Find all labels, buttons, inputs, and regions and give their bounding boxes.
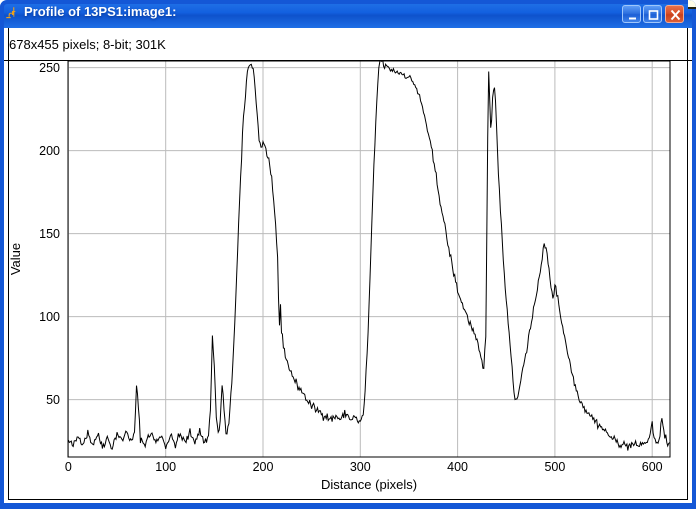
svg-text:250: 250 (39, 61, 60, 75)
svg-text:150: 150 (39, 227, 60, 241)
svg-text:100: 100 (155, 460, 176, 474)
svg-text:600: 600 (642, 460, 663, 474)
svg-text:200: 200 (39, 144, 60, 158)
svg-text:Value: Value (8, 243, 23, 275)
svg-text:200: 200 (253, 460, 274, 474)
svg-text:400: 400 (447, 460, 468, 474)
svg-text:300: 300 (350, 460, 371, 474)
svg-text:0: 0 (65, 460, 72, 474)
svg-text:100: 100 (39, 310, 60, 324)
svg-text:50: 50 (46, 393, 60, 407)
svg-text:500: 500 (544, 460, 565, 474)
svg-text:Distance (pixels): Distance (pixels) (321, 477, 417, 492)
